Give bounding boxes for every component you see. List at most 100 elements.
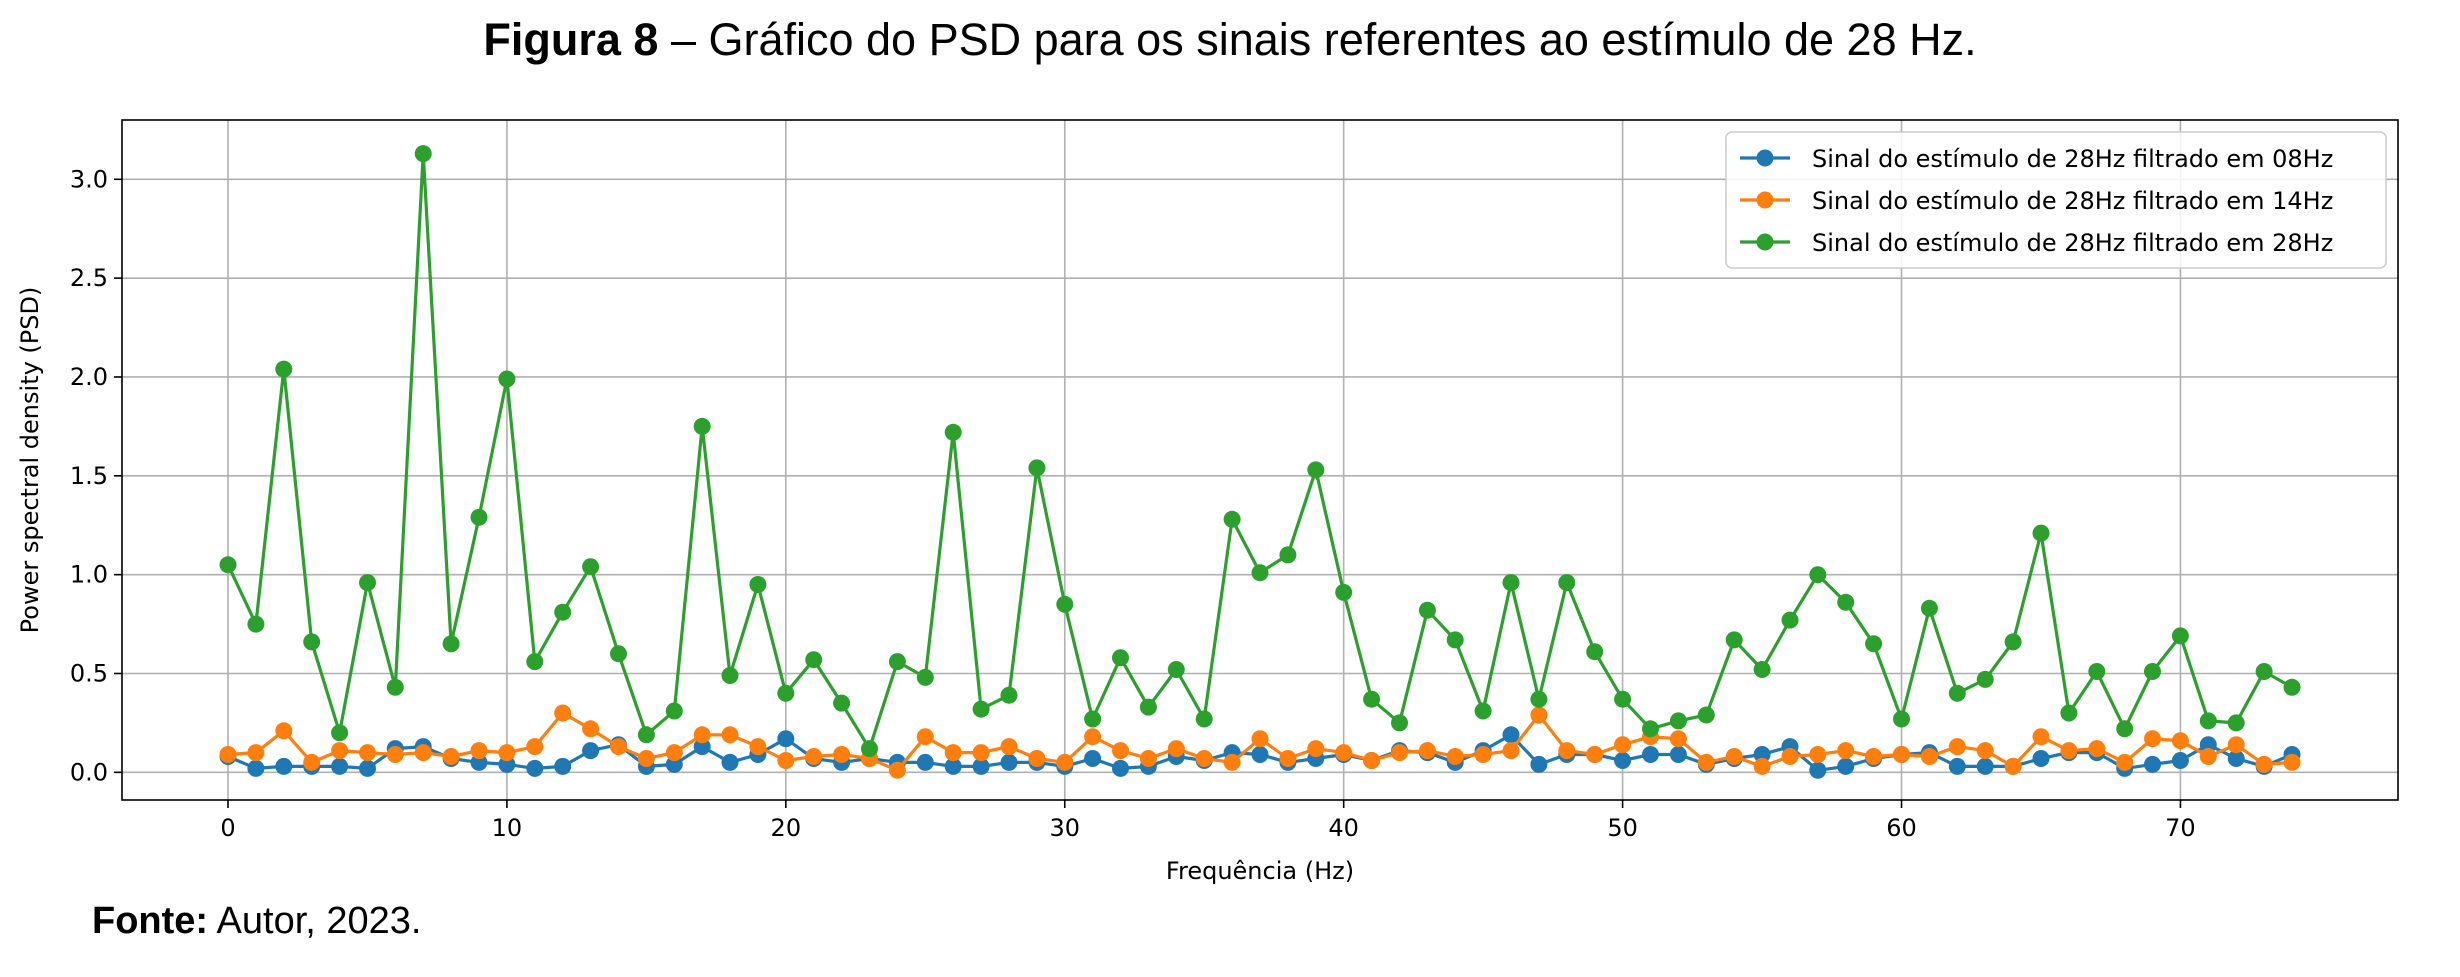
legend-item: Sinal do estímulo de 28Hz filtrado em 08… xyxy=(1740,145,2333,173)
legend-swatch-marker xyxy=(1756,191,1774,209)
data-point xyxy=(498,744,516,762)
data-point xyxy=(442,635,460,653)
data-point xyxy=(888,653,906,671)
data-point xyxy=(2144,730,2161,748)
data-point xyxy=(247,615,265,633)
data-point xyxy=(2283,678,2301,696)
data-point xyxy=(1084,728,1102,746)
legend-box xyxy=(1725,131,2387,269)
y-axis-label: Power spectral density (PSD) xyxy=(16,287,44,634)
data-point xyxy=(1502,742,1520,760)
data-point xyxy=(414,145,432,163)
data-point xyxy=(442,748,460,765)
data-point xyxy=(1474,746,1492,763)
data-point xyxy=(833,746,851,763)
data-point xyxy=(275,757,293,775)
data-point xyxy=(1279,750,1297,767)
data-point xyxy=(526,738,544,756)
data-point xyxy=(2255,663,2273,680)
data-point xyxy=(888,761,906,779)
data-point xyxy=(1502,726,1520,744)
data-point xyxy=(1614,736,1632,754)
data-point xyxy=(2088,740,2106,758)
data-point xyxy=(1251,730,1269,748)
data-point xyxy=(1976,742,1994,760)
y-tick-label: 1.5 xyxy=(70,462,108,490)
data-point xyxy=(777,752,795,769)
data-point xyxy=(693,417,711,435)
x-axis-label: Frequência (Hz) xyxy=(1166,857,1354,885)
data-point xyxy=(972,757,990,775)
data-point xyxy=(1865,748,1883,765)
data-point xyxy=(1139,698,1157,716)
x-tick-label: 40 xyxy=(1328,814,1359,842)
data-point xyxy=(582,720,600,738)
data-point xyxy=(1391,714,1408,732)
series-3 xyxy=(219,145,2301,758)
data-point xyxy=(2255,755,2273,773)
y-tick-label: 2.0 xyxy=(70,363,108,391)
data-point xyxy=(721,667,739,684)
data-point xyxy=(1112,742,1129,760)
data-point xyxy=(470,742,488,760)
data-point xyxy=(637,750,655,767)
legend-swatch-marker xyxy=(1756,149,1774,167)
x-tick-label: 10 xyxy=(492,814,523,842)
data-point xyxy=(1418,742,1436,760)
data-point xyxy=(944,744,962,762)
figure-source: Fonte: Autor, 2023. xyxy=(92,900,421,943)
data-point xyxy=(386,678,404,696)
data-point xyxy=(1307,461,1325,479)
data-point xyxy=(944,757,962,775)
data-point xyxy=(1056,595,1074,613)
data-point xyxy=(1084,710,1102,728)
data-point xyxy=(2004,757,2022,775)
data-point xyxy=(1753,757,1771,775)
data-point xyxy=(275,360,293,378)
data-point xyxy=(1195,750,1213,767)
data-point xyxy=(1669,730,1687,748)
data-point xyxy=(1809,761,1827,779)
data-point xyxy=(721,726,739,744)
data-point xyxy=(749,576,767,593)
data-point xyxy=(2144,755,2161,773)
data-point xyxy=(554,704,572,722)
data-point xyxy=(1669,712,1687,730)
data-point xyxy=(2060,704,2078,722)
x-tick-label: 20 xyxy=(771,814,802,842)
y-tick-label: 0.0 xyxy=(70,758,108,786)
data-point xyxy=(916,728,934,746)
data-point xyxy=(1307,740,1325,758)
x-tick-label: 70 xyxy=(2165,814,2196,842)
data-point xyxy=(1809,566,1827,584)
data-point xyxy=(1139,750,1157,767)
data-point xyxy=(247,759,265,777)
data-point xyxy=(749,738,767,756)
data-point xyxy=(1251,564,1269,582)
data-point xyxy=(331,724,349,742)
data-point xyxy=(359,759,376,777)
data-point xyxy=(1474,702,1492,720)
data-point xyxy=(2032,524,2050,542)
data-point xyxy=(1948,757,1966,775)
data-point xyxy=(972,700,990,718)
data-point xyxy=(1000,686,1018,704)
data-point xyxy=(1223,753,1241,771)
data-point xyxy=(805,651,823,669)
x-tick-label: 30 xyxy=(1049,814,1080,842)
data-point xyxy=(1084,750,1102,767)
data-point xyxy=(1920,599,1938,617)
data-point xyxy=(861,740,878,758)
data-point xyxy=(777,684,795,702)
data-point xyxy=(1530,690,1548,708)
data-point xyxy=(1781,748,1799,765)
data-point xyxy=(833,694,851,712)
data-point xyxy=(1446,631,1464,649)
x-tick-label: 50 xyxy=(1607,814,1638,842)
figure-caption-label: Figura 8 xyxy=(483,14,659,65)
data-point xyxy=(972,744,990,762)
data-point xyxy=(219,746,237,763)
data-point xyxy=(1642,746,1659,763)
data-point xyxy=(1753,746,1771,763)
